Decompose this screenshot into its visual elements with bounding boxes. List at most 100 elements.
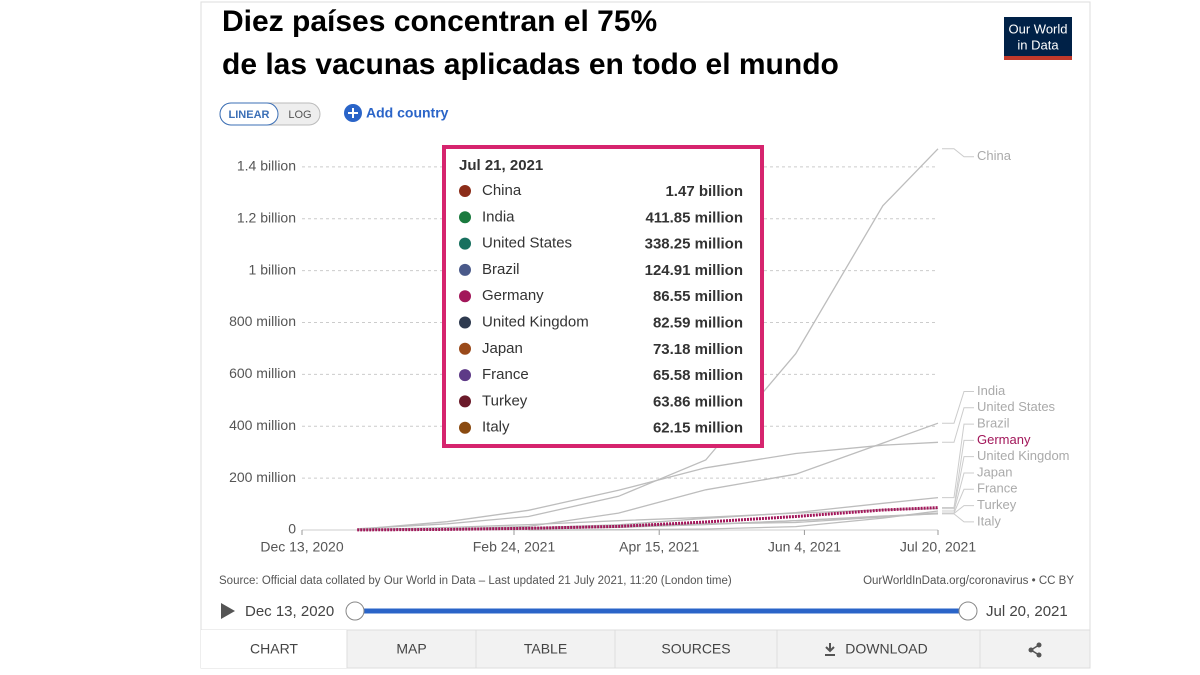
tooltip-value: 73.18 million — [653, 341, 743, 358]
source: Source: Official data collated by Our Wo… — [219, 575, 732, 587]
tooltip-value: 411.85 million — [645, 209, 743, 226]
tooltip-name: Germany — [482, 287, 544, 304]
y-tick-label: 0 — [288, 521, 296, 537]
plot: 0 200 million 400 million 600 million 800 mi… — [229, 145, 1070, 555]
tooltip-name: China — [482, 182, 522, 199]
tab[interactable]: SOURCES — [661, 641, 730, 657]
tabs: CHART MAP TABLE SOURCES DOWNLOAD — [200, 629, 1091, 669]
tooltip-swatch — [459, 395, 471, 408]
label-leader — [942, 513, 974, 523]
share-icon[interactable] — [1028, 642, 1042, 658]
tooltip-value: 124.91 million — [645, 262, 743, 279]
x-tick-label: Apr 15, 2021 — [619, 539, 699, 555]
tooltip-name: India — [482, 208, 515, 225]
linear-button[interactable]: LINEAR — [229, 109, 270, 121]
tooltip-swatch — [459, 263, 471, 276]
series-label: Japan — [977, 464, 1012, 479]
tooltip-value: 338.25 million — [645, 236, 743, 253]
tooltip-swatch — [459, 342, 471, 355]
series-label: Italy — [977, 513, 1001, 528]
share-dot — [1036, 652, 1042, 658]
timeline: Dec 13, 2020 Jul 20, 2021 — [221, 601, 1068, 621]
x-tick-label: Dec 13, 2020 — [260, 539, 343, 555]
tooltip-swatch — [459, 421, 471, 434]
y-tick-label: 1 billion — [249, 261, 296, 277]
tab[interactable]: CHART — [250, 641, 298, 657]
y-tick-label: 400 million — [229, 417, 296, 433]
label-leader — [942, 407, 974, 443]
series-label: China — [977, 148, 1012, 163]
logo-text: in Data — [1017, 37, 1059, 52]
download-icon — [825, 643, 835, 656]
title-line: Diez países concentran el 75% — [222, 5, 657, 38]
logo: Our World in Data — [1004, 17, 1072, 60]
y-tick-label: 1.4 billion — [237, 158, 296, 174]
tooltip-name: United Kingdom — [482, 313, 589, 330]
tooltip-swatch — [459, 211, 471, 224]
toggle-active[interactable] — [219, 102, 279, 126]
tooltip-swatch — [459, 290, 471, 303]
tooltip-value: 62.15 million — [653, 420, 743, 437]
tab[interactable]: MAP — [396, 641, 426, 657]
tab-bar — [200, 629, 1091, 669]
label-leader — [942, 439, 974, 509]
series-label: Brazil — [977, 416, 1010, 431]
tooltip-name: Turkey — [482, 392, 528, 409]
share-dot — [1028, 647, 1034, 653]
tooltip-swatch — [459, 369, 471, 382]
series-label: France — [977, 481, 1017, 496]
series-label: Germany — [977, 432, 1031, 447]
y-tick-label: 800 million — [229, 313, 296, 329]
logo-text: Our World — [1009, 21, 1068, 36]
tooltip-swatch — [459, 185, 471, 197]
x-tick-label: Jul 20, 2021 — [900, 539, 976, 555]
tooltip-box — [442, 145, 764, 448]
add-country[interactable]: Add country — [344, 104, 449, 122]
add-country-text[interactable]: Add country — [366, 105, 449, 121]
label-leader — [942, 456, 974, 510]
tooltip-swatch — [459, 316, 471, 329]
timeline-handle[interactable] — [958, 601, 978, 621]
series-line — [447, 422, 939, 530]
title-line: de las vacunas aplicadas en todo el mund… — [222, 48, 839, 81]
tooltip-value: 1.47 billion — [665, 183, 743, 200]
play-button[interactable] — [221, 603, 235, 619]
label-leader — [942, 148, 974, 158]
series-line — [357, 148, 939, 530]
label-leader — [942, 472, 974, 512]
tooltip-value: 86.55 million — [653, 288, 743, 305]
label-leader — [942, 423, 974, 499]
timeline-end: Jul 20, 2021 — [986, 603, 1068, 620]
series-line — [357, 441, 939, 530]
tab[interactable]: TABLE — [524, 641, 567, 657]
tooltip-title: Jul 21, 2021 — [459, 157, 543, 174]
add-plus — [348, 108, 358, 118]
series-label: United States — [977, 399, 1056, 414]
tooltip: Jul 21, 2021 China 1.47 billion India 411.85… — [442, 145, 764, 448]
tab[interactable]: DOWNLOAD — [845, 641, 927, 657]
y-tick-label: 1.2 billion — [237, 210, 296, 226]
scale-toggle[interactable]: LINEAR LOG — [219, 102, 321, 126]
log-button[interactable]: LOG — [288, 109, 311, 121]
tooltip-name: France — [482, 366, 529, 383]
tooltip-name: Japan — [482, 340, 523, 357]
timeline-handle[interactable] — [345, 601, 365, 621]
x-tick-label: Jun 4, 2021 — [768, 539, 841, 555]
tooltip-name: Brazil — [482, 261, 520, 278]
tooltip-name: Italy — [482, 419, 510, 436]
series-label: Turkey — [977, 497, 1017, 512]
series-line — [357, 506, 939, 532]
series-label: United Kingdom — [977, 448, 1070, 463]
credit: OurWorldInData.org/coronavirus • CC BY — [863, 575, 1074, 587]
logo-box — [1004, 17, 1072, 60]
tooltip-name: United States — [482, 235, 572, 252]
tooltip-value: 63.86 million — [653, 393, 743, 410]
logo-bar — [1004, 56, 1072, 60]
tooltip-swatch — [459, 237, 471, 250]
series-label: India — [977, 383, 1006, 398]
tooltip-value: 65.58 million — [653, 367, 743, 384]
label-leader — [942, 390, 974, 424]
y-tick-label: 600 million — [229, 365, 296, 381]
timeline-start: Dec 13, 2020 — [245, 603, 334, 620]
